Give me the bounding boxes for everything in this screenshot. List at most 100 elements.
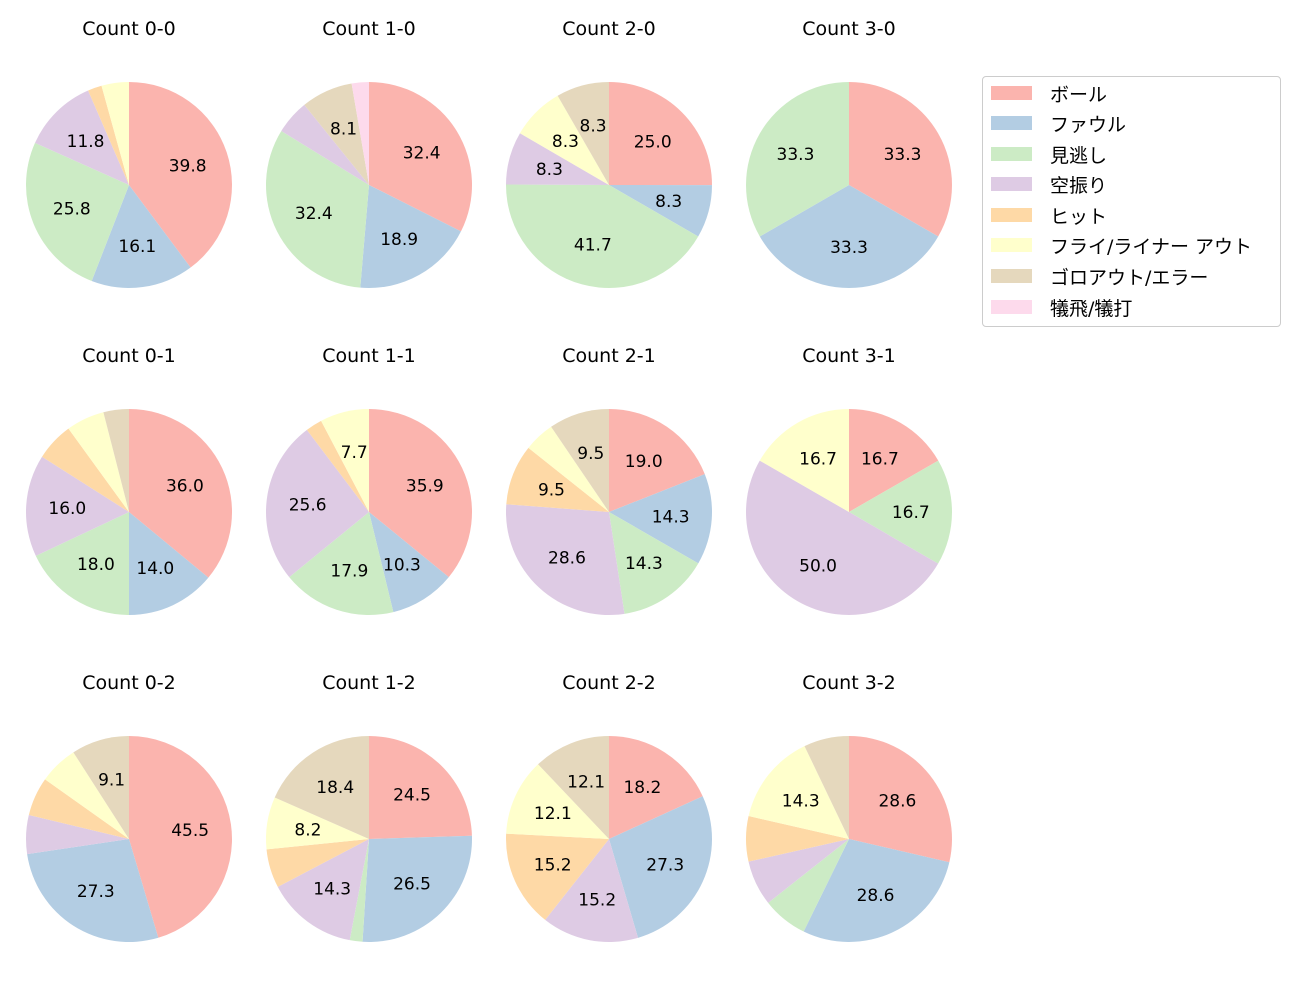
pie-slice <box>266 797 369 850</box>
pie-slice <box>609 409 705 512</box>
pie-slice <box>26 142 129 282</box>
pie-slice <box>849 460 952 564</box>
slice-label: 33.3 <box>830 238 868 258</box>
slice-label: 14.0 <box>136 559 174 579</box>
pie-slice <box>26 456 130 556</box>
slice-label: 36.0 <box>166 477 204 497</box>
pie-slice <box>129 736 233 938</box>
pie-slice <box>129 409 232 578</box>
slice-label: 14.3 <box>313 880 351 900</box>
legend-item: ボール <box>991 83 1107 106</box>
slice-label: 16.1 <box>118 237 156 257</box>
slice-label: 15.2 <box>578 891 616 911</box>
pie-title: Count 1-1 <box>322 345 416 367</box>
pie-slice <box>748 746 849 839</box>
pie-slice <box>506 184 699 289</box>
pie-slice <box>748 839 849 903</box>
pie-slice <box>506 833 609 920</box>
slice-label: 8.3 <box>552 132 579 152</box>
legend-label: ヒット <box>1050 205 1108 228</box>
pie-slice <box>746 816 849 862</box>
slice-label: 33.3 <box>777 145 815 165</box>
slice-label: 39.8 <box>169 157 207 177</box>
pie-slice <box>557 82 609 185</box>
pie-slice <box>27 839 159 943</box>
pie-slice <box>506 133 609 185</box>
pie-slice <box>306 420 369 512</box>
pie-slice <box>528 426 609 512</box>
pie-slice <box>351 82 369 185</box>
slice-label: 8.2 <box>294 820 321 840</box>
slice-label: 41.7 <box>574 236 612 256</box>
legend-swatch <box>991 116 1032 130</box>
slice-label: 25.6 <box>289 496 327 516</box>
slice-label: 26.5 <box>393 874 431 894</box>
slice-label: 27.3 <box>646 856 684 876</box>
slice-label: 14.3 <box>782 791 820 811</box>
pie-title: Count 2-0 <box>562 18 656 40</box>
slice-label: 18.2 <box>623 778 661 798</box>
pie-slice <box>506 764 609 839</box>
legend-label: 空振り <box>1050 174 1108 197</box>
slice-label: 16.7 <box>861 449 899 469</box>
legend-label: 見逃し <box>1050 144 1108 167</box>
pie-slice <box>506 504 625 615</box>
pie-slice <box>360 185 461 288</box>
slice-label: 28.6 <box>857 886 895 906</box>
legend-item: 見逃し <box>991 144 1107 167</box>
pie-slice <box>759 185 939 288</box>
legend-item: 空振り <box>991 174 1107 197</box>
pie-slice <box>26 815 129 855</box>
slice-label: 32.4 <box>295 204 333 224</box>
pie-slice <box>609 512 699 614</box>
pie-slice <box>759 409 849 512</box>
legend-item: ゴロアウト/エラー <box>991 266 1208 289</box>
pie-slice <box>274 736 369 839</box>
pie-slice <box>609 736 703 839</box>
legend-item: ファウル <box>991 113 1126 136</box>
legend-swatch <box>991 208 1032 222</box>
pie-slice <box>746 460 939 615</box>
legend-swatch <box>991 269 1032 283</box>
slice-label: 17.9 <box>330 562 368 582</box>
pie-slice <box>91 185 191 288</box>
pie-title: Count 1-0 <box>322 18 416 40</box>
pie-slice <box>277 839 369 941</box>
slice-label: 12.1 <box>567 773 605 793</box>
pie-slice <box>266 130 369 288</box>
legend-label: フライ/ライナー アウト <box>1050 235 1253 258</box>
pie-slice <box>88 85 129 185</box>
legend: ボール ファウル 見逃し 空振り ヒット フライ/ライナー アウト ゴロアウト/… <box>982 76 1281 327</box>
pie-slice <box>28 779 129 839</box>
pie-slice <box>369 82 473 232</box>
pie-slice <box>768 839 849 932</box>
pie-slice <box>369 736 472 839</box>
pie-slice <box>849 409 939 512</box>
pie-slice <box>849 736 952 863</box>
slice-label: 7.7 <box>341 443 368 463</box>
slice-label: 19.0 <box>625 452 663 472</box>
pie-slice <box>369 512 449 613</box>
slice-label: 45.5 <box>171 821 209 841</box>
legend-swatch <box>991 238 1032 252</box>
slice-label: 8.3 <box>655 192 682 212</box>
pie-slice <box>545 839 639 942</box>
slice-label: 11.8 <box>67 132 105 152</box>
slice-label: 33.3 <box>884 145 922 165</box>
slice-label: 18.0 <box>77 555 115 575</box>
pie-slice <box>42 428 129 512</box>
legend-item: 犠飛/犠打 <box>991 297 1132 320</box>
slice-label: 9.1 <box>98 771 125 791</box>
pie-slice <box>289 512 394 615</box>
pie-slice <box>101 82 129 185</box>
slice-label: 15.2 <box>534 855 572 875</box>
slice-label: 12.1 <box>534 804 572 824</box>
legend-label: ゴロアウト/エラー <box>1050 266 1209 289</box>
legend-swatch <box>991 86 1032 100</box>
slice-label: 24.5 <box>393 786 431 806</box>
pie-slice <box>34 90 129 185</box>
slice-label: 10.3 <box>383 555 421 575</box>
legend-label: ボール <box>1050 83 1108 106</box>
slice-label: 35.9 <box>406 477 444 497</box>
